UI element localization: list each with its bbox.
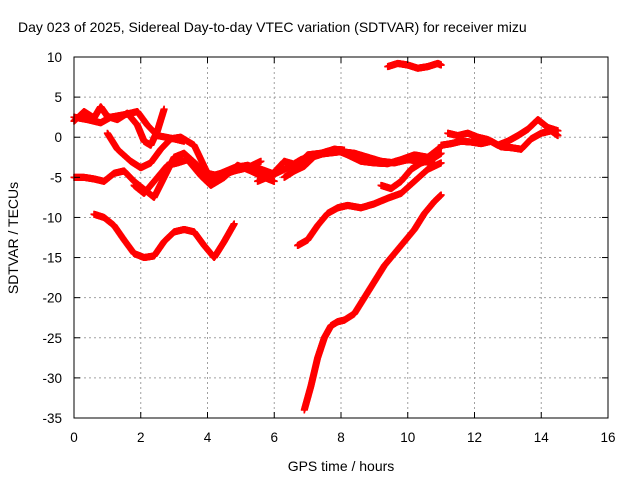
series-4 — [103, 129, 222, 180]
data-point — [270, 177, 278, 185]
data-points — [70, 59, 562, 414]
chart-title: Day 023 of 2025, Sidereal Day-to-day VTE… — [18, 19, 527, 35]
series-3 — [70, 149, 265, 201]
data-point — [160, 105, 168, 113]
series-15 — [437, 127, 562, 153]
series-6 — [90, 210, 238, 262]
series-10 — [294, 159, 445, 250]
series-11 — [300, 191, 445, 414]
series-13 — [384, 59, 445, 72]
grid — [74, 57, 608, 418]
series-1 — [70, 103, 168, 149]
data-point — [257, 157, 265, 165]
